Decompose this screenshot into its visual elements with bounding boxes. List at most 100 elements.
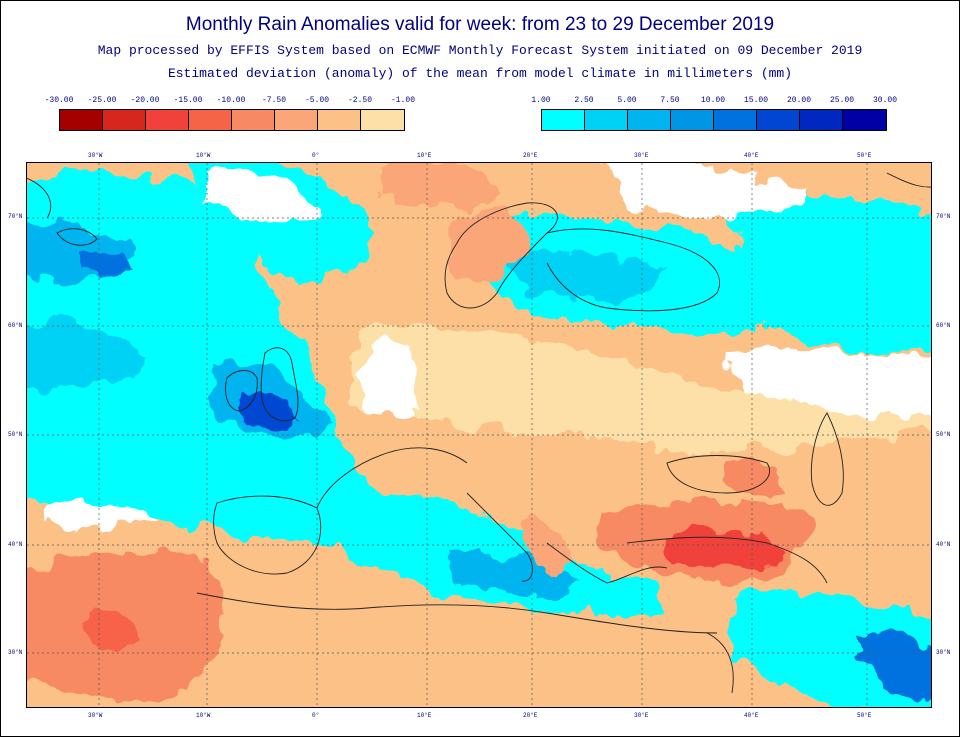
coast-north-africa [196,592,718,634]
legend-negative-label: -20.00 [130,96,160,105]
coast-turkey [626,536,828,584]
legend-positive-labels: 1.00 2.50 5.00 7.50 10.00 15.00 20.00 25.00 30.0… [531,96,900,108]
graticule [27,163,931,707]
lat-label-right-70n: 70°N [936,213,951,220]
field-wet-russia [727,194,931,354]
lon-label-bottom-0: 0° [312,712,320,719]
lat-label-right-50n: 50°N [936,431,951,438]
field-wet-core-iran [857,632,931,701]
field-wet-core-faroe [77,251,137,277]
lon-label-bottom-10w: 10°W [196,712,211,719]
field-dry-norway [447,210,529,284]
field-wet-atlantic-mid [27,320,147,389]
lat-label-right-30n: 30°N [936,649,951,656]
coast-iceland [56,228,98,246]
legend-positive-label: 15.00 [743,96,769,105]
map-title: Monthly Rain Anomalies valid for week: f… [185,14,775,35]
coast-caspian [810,412,844,506]
lat-label-left-50n: 50°N [8,431,23,438]
legend-positive-label: 10.00 [700,96,726,105]
coastlines [27,172,931,694]
legend-negative-label: -7.50 [261,96,287,105]
coast-black-sea [666,455,770,494]
legend-positive-swatch [628,110,671,130]
anomaly-map [26,162,932,708]
coast-levant [706,632,734,694]
field-tan-europe [357,326,931,452]
field-dry-core-morocco [87,610,133,651]
legend-negative-label: -25.00 [87,96,117,105]
coast-arctic [27,172,931,219]
coast-finland [546,228,720,312]
lon-label-bottom-20e: 20°E [523,712,538,719]
legend-negative-label: -2.50 [347,96,373,105]
lat-label-right-40n: 40°N [936,541,951,548]
field-normal-baltic [362,341,420,418]
anomaly-map-svg [27,163,931,707]
field-dry-adriatic [527,521,570,576]
legend-positive-label: 30.00 [872,96,898,105]
legend-negative-labels: -30.00 -25.00 -20.00 -15.00 -10.00 -7.50 -5.00… [45,96,438,108]
legend-positive-swatch [714,110,757,130]
field-wet-core-finland [507,249,667,299]
lon-label-bottom-50e: 50°E [857,712,872,719]
lon-label-top-40e: 40°E [744,152,759,159]
legend-positive-label: 5.00 [617,96,637,105]
lat-label-left-70n: 70°N [8,213,23,220]
legend-negative-swatch [318,110,361,130]
lon-label-top-20e: 20°E [523,152,538,159]
coast-iberia [213,495,322,575]
legend-negative-label: -5.00 [304,96,330,105]
lon-label-bottom-10e: 10°E [417,712,432,719]
lat-label-left-30n: 30°N [8,649,23,656]
field-dry-greenland-sea [377,163,507,207]
legend-positive-label: 1.00 [531,96,551,105]
legend-negative-swatch [232,110,275,130]
legend-negative-label: -30.00 [44,96,74,105]
coast-france [316,447,468,509]
legend-positive-label: 25.00 [829,96,855,105]
field-normal-azores [47,501,157,530]
legend-negative-swatch [275,110,318,130]
coast-ireland [225,370,258,412]
legend-positive: 1.00 2.50 5.00 7.50 10.00 15.00 20.00 25.00 30.0… [531,96,900,132]
lat-label-left-40n: 40°N [8,541,23,548]
legend-negative-swatch [103,110,146,130]
lon-label-top-30w: 30°W [88,152,103,159]
legend-negative-swatches [59,109,405,131]
legend-positive-swatch [843,110,886,130]
field-normal-caspian [727,350,931,417]
legend-negative-label: -1.00 [390,96,416,105]
lon-label-bottom-40e: 40°E [744,712,759,719]
lon-label-bottom-30w: 30°W [88,712,103,719]
map-subtitle-units: Estimated deviation (anomaly) of the mea… [167,66,793,81]
map-subtitle-processing: Map processed by EFFIS System based on E… [97,43,863,58]
legend-positive-swatch [800,110,843,130]
coast-greece [546,542,668,584]
legend-positive-swatch [671,110,714,130]
lat-label-left-60n: 60°N [8,322,23,329]
legend-positive-swatch [757,110,800,130]
legend-negative-label: -15.00 [173,96,203,105]
field-dry-caucasus [727,462,789,498]
legend-negative-swatch [189,110,232,130]
legend-negative-swatch [361,110,404,130]
coast-britain [260,347,299,422]
legend-positive-label: 7.50 [660,96,680,105]
legend-negative-swatch [60,110,103,130]
lon-label-top-30e: 30°E [634,152,649,159]
legend-positive-swatch [585,110,628,130]
lon-label-top-50e: 50°E [857,152,872,159]
field-normal-north [207,172,327,224]
legend-positive-swatch [542,110,585,130]
legend-negative-label: -10.00 [216,96,246,105]
legend-negative: -30.00 -25.00 -20.00 -15.00 -10.00 -7.50 -5.00… [45,96,438,132]
field-normal-barents [600,163,807,217]
legend-positive-label: 20.00 [786,96,812,105]
coast-scandinavia [444,202,558,309]
lon-label-top-0: 0° [312,152,320,159]
field-dry-core-turkey [667,529,787,570]
field-wet-core-ionian [447,552,587,597]
lat-label-right-60n: 60°N [936,322,951,329]
legend-positive-swatches [541,109,887,131]
